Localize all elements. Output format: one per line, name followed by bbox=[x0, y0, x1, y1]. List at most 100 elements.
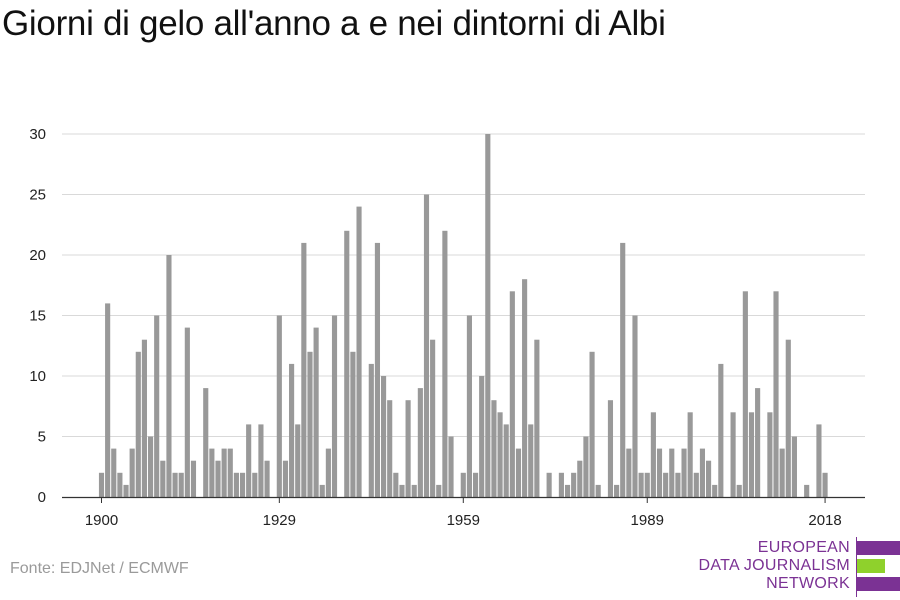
bar-1995 bbox=[681, 448, 687, 497]
bar-1912 bbox=[172, 472, 178, 497]
bar-2009 bbox=[767, 412, 773, 497]
bar-1953 bbox=[423, 194, 430, 497]
bar-1985 bbox=[620, 242, 626, 497]
bar-1988 bbox=[638, 472, 644, 497]
bar-2005 bbox=[742, 291, 748, 497]
bar-1941 bbox=[350, 351, 356, 497]
bar-1959 bbox=[460, 472, 466, 497]
bar-2018 bbox=[822, 472, 828, 497]
bar-1921 bbox=[227, 448, 233, 497]
y-tick-label: 30 bbox=[29, 126, 46, 143]
bar-1909 bbox=[154, 315, 160, 497]
bar-1952 bbox=[417, 388, 423, 497]
bar-2001 bbox=[718, 363, 724, 497]
bar-1924 bbox=[246, 424, 252, 497]
bar-2007 bbox=[755, 388, 761, 497]
bar-1936 bbox=[319, 484, 325, 497]
x-tick-label: 1900 bbox=[85, 512, 118, 529]
bar-1973 bbox=[546, 472, 552, 497]
bar-1920 bbox=[221, 448, 227, 497]
bar-1951 bbox=[411, 484, 417, 497]
bar-1965 bbox=[497, 412, 503, 497]
bar-1925 bbox=[252, 472, 258, 497]
chart-title: Giorni di gelo all'anno a e nei dintorni… bbox=[2, 4, 666, 43]
bar-1971 bbox=[534, 339, 540, 497]
bar-1937 bbox=[325, 448, 331, 497]
x-tick-label: 1929 bbox=[263, 512, 296, 529]
bar-1919 bbox=[215, 460, 221, 497]
bar-1996 bbox=[687, 412, 693, 497]
bar-1977 bbox=[571, 472, 577, 497]
bar-1901 bbox=[105, 303, 111, 497]
bar-1986 bbox=[626, 448, 632, 497]
y-tick-label: 0 bbox=[38, 489, 46, 506]
bar-1994 bbox=[675, 472, 681, 497]
x-tick-label: 1959 bbox=[447, 512, 480, 529]
bar-1938 bbox=[331, 315, 338, 497]
y-tick-label: 25 bbox=[29, 187, 46, 204]
bar-1999 bbox=[706, 460, 712, 497]
bar-2013 bbox=[791, 436, 797, 497]
bar-1997 bbox=[693, 472, 699, 497]
bar-2006 bbox=[748, 412, 755, 497]
bar-1987 bbox=[632, 315, 638, 497]
bar-2003 bbox=[730, 412, 736, 497]
bar-1998 bbox=[699, 448, 706, 497]
bar-1976 bbox=[564, 484, 571, 497]
bar-1900 bbox=[98, 472, 105, 497]
bar-1992 bbox=[663, 472, 669, 497]
bar-1940 bbox=[344, 230, 350, 498]
logo-text-data-journalism: DATA JOURNALISM bbox=[698, 557, 850, 574]
bar-1957 bbox=[448, 436, 454, 497]
bar-1913 bbox=[178, 472, 184, 497]
bar-1945 bbox=[374, 242, 381, 497]
x-tick-label: 2018 bbox=[808, 512, 841, 529]
bar-1949 bbox=[399, 484, 405, 497]
edjnet-logo: EUROPEAN DATA JOURNALISM NETWORK bbox=[698, 537, 900, 597]
bar-1960 bbox=[466, 315, 472, 497]
bar-1962 bbox=[479, 376, 485, 497]
logo-text-network: NETWORK bbox=[766, 575, 850, 592]
bar-2011 bbox=[779, 448, 785, 497]
bar-1989 bbox=[644, 472, 650, 497]
bar-1964 bbox=[491, 400, 497, 497]
bar-chart: 0 5 10 15 20 25 30 1900 1929 1959 1989 2018 bbox=[29, 126, 865, 529]
bar-1930 bbox=[282, 460, 289, 497]
bar-1935 bbox=[313, 327, 319, 497]
bar-1991 bbox=[656, 448, 663, 497]
source-note: Fonte: EDJNet / ECMWF bbox=[10, 560, 189, 577]
bar-1946 bbox=[381, 376, 387, 497]
bar-2017 bbox=[816, 424, 822, 497]
y-tick-label: 5 bbox=[38, 429, 46, 446]
bar-1966 bbox=[503, 424, 509, 497]
x-tick-label: 1989 bbox=[631, 512, 664, 529]
bar-2010 bbox=[773, 291, 779, 497]
bar-1933 bbox=[301, 242, 307, 497]
bar-1979 bbox=[583, 436, 589, 497]
bar-1956 bbox=[442, 230, 448, 498]
bar-1947 bbox=[387, 400, 393, 497]
bar-2012 bbox=[785, 339, 791, 497]
bar-1906 bbox=[135, 351, 141, 497]
bar-1926 bbox=[258, 424, 264, 497]
bar-1942 bbox=[356, 206, 362, 497]
y-tick-label: 20 bbox=[29, 247, 46, 264]
logo-bar-top bbox=[857, 541, 900, 555]
bar-2015 bbox=[804, 484, 810, 497]
bar-1927 bbox=[264, 460, 270, 497]
bar-1904 bbox=[123, 484, 129, 497]
bar-1990 bbox=[650, 412, 656, 497]
y-tick-label: 15 bbox=[29, 308, 46, 325]
bar-1981 bbox=[595, 484, 601, 497]
bar-1932 bbox=[295, 424, 301, 497]
bar-2004 bbox=[736, 484, 742, 497]
bar-1914 bbox=[184, 327, 190, 497]
bar-1980 bbox=[589, 351, 595, 497]
bar-1911 bbox=[166, 255, 172, 497]
bar-1944 bbox=[368, 363, 374, 497]
logo-divider bbox=[856, 537, 857, 597]
bar-1917 bbox=[203, 388, 209, 497]
bar-1948 bbox=[393, 472, 399, 497]
bar-1984 bbox=[614, 484, 620, 497]
bar-1970 bbox=[528, 424, 534, 497]
